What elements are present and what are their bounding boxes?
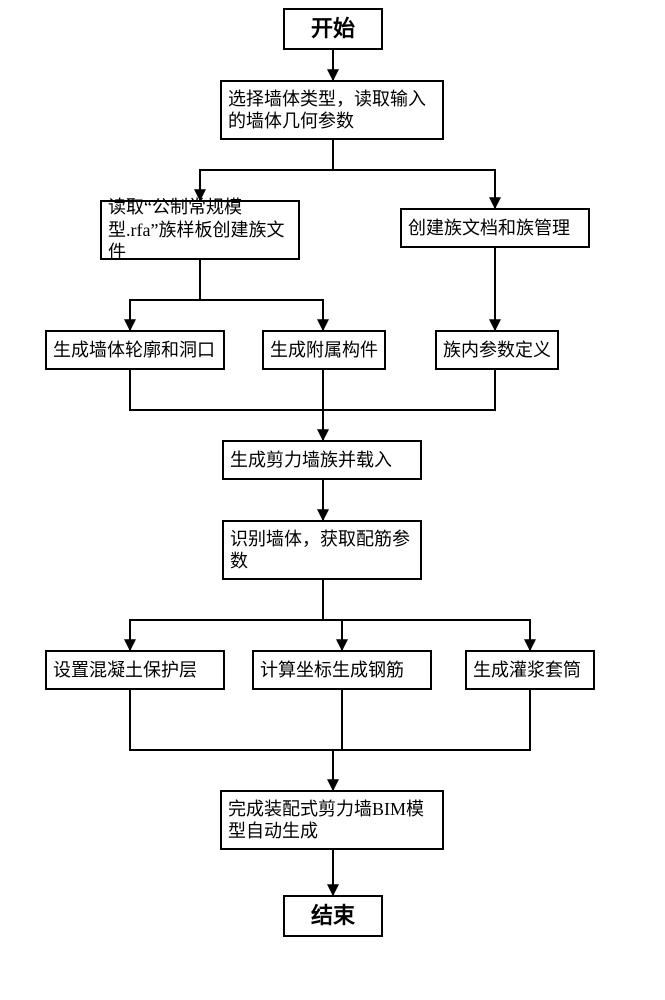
node-readtpl: 读取“公制常规模型.rfa”族样板创建族文件: [100, 200, 300, 260]
node-cover: 设置混凝土保护层: [45, 650, 225, 690]
node-label: 结束: [311, 902, 355, 930]
node-label: 设置混凝土保护层: [53, 659, 197, 682]
node-createdoc: 创建族文档和族管理: [400, 208, 590, 248]
edge-6: [130, 370, 323, 410]
node-select: 选择墙体类型，读取输入的墙体几何参数: [220, 80, 444, 140]
node-rebar: 计算坐标生成钢筋: [252, 650, 432, 690]
node-label: 选择墙体类型，读取输入的墙体几何参数: [228, 88, 436, 133]
node-start: 开始: [283, 8, 383, 50]
node-attach: 生成附属构件: [262, 330, 386, 370]
edges-layer: [0, 0, 665, 1000]
node-grout: 生成灌浆套筒: [465, 650, 595, 690]
node-label: 计算坐标生成钢筋: [260, 659, 404, 682]
edge-1: [200, 140, 333, 200]
edge-4: [200, 300, 323, 330]
node-label: 开始: [311, 15, 355, 43]
node-genfam: 生成剪力墙族并载入: [222, 440, 422, 480]
node-label: 生成墙体轮廓和洞口: [53, 339, 215, 362]
edge-14: [130, 690, 333, 750]
edge-16: [333, 690, 530, 750]
edge-12: [323, 620, 342, 650]
edge-2: [333, 170, 495, 208]
edge-3: [130, 260, 200, 330]
edge-13: [323, 620, 530, 650]
edge-11: [130, 580, 323, 650]
node-label: 完成装配式剪力墙BIM模型自动生成: [228, 798, 436, 843]
node-label: 识别墙体，获取配筋参数: [230, 528, 414, 573]
node-label: 生成剪力墙族并载入: [230, 449, 392, 472]
node-contour: 生成墙体轮廓和洞口: [45, 330, 225, 370]
node-recog: 识别墙体，获取配筋参数: [222, 520, 422, 580]
node-label: 生成灌浆套筒: [473, 659, 581, 682]
node-label: 族内参数定义: [443, 339, 551, 362]
node-complete: 完成装配式剪力墙BIM模型自动生成: [220, 790, 444, 850]
node-famparam: 族内参数定义: [435, 330, 559, 370]
node-label: 创建族文档和族管理: [408, 217, 570, 240]
flowchart-canvas: 开始选择墙体类型，读取输入的墙体几何参数读取“公制常规模型.rfa”族样板创建族…: [0, 0, 665, 1000]
node-label: 生成附属构件: [270, 339, 378, 362]
node-label: 读取“公制常规模型.rfa”族样板创建族文件: [108, 196, 292, 264]
node-end: 结束: [283, 895, 383, 937]
edge-8: [323, 370, 495, 410]
